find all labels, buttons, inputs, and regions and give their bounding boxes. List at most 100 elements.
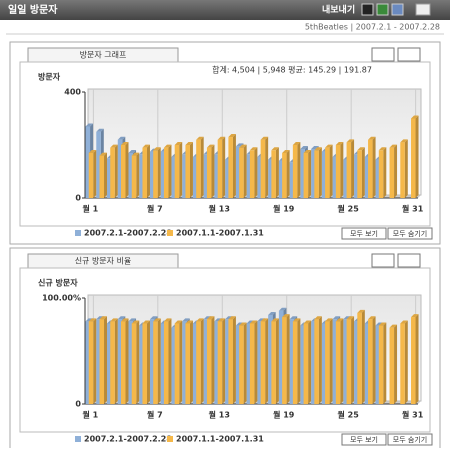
bar-side: [254, 320, 258, 404]
bar-side: [125, 142, 129, 198]
bar-top: [357, 147, 365, 151]
bar-top: [411, 115, 419, 119]
header-bar: [0, 0, 450, 20]
bar-side: [308, 149, 312, 198]
bar: [203, 319, 209, 404]
bar: [174, 145, 180, 198]
line-chart-icon[interactable]: [397, 47, 421, 62]
bar: [214, 321, 219, 404]
bar: [314, 319, 319, 404]
bar: [139, 325, 144, 404]
export-excel-icon[interactable]: [376, 3, 389, 16]
line-chart-icon[interactable]: [397, 253, 421, 268]
bar-top: [142, 320, 150, 324]
bar: [346, 142, 352, 198]
export-doc-icon[interactable]: [391, 3, 404, 16]
bar-side: [189, 142, 193, 198]
bar-side: [125, 318, 129, 404]
bar-chart-icon[interactable]: [371, 47, 395, 62]
y-tick-label: 100.00%: [42, 294, 81, 303]
bar: [99, 319, 105, 404]
bar: [257, 156, 262, 198]
export-text-icon[interactable]: [361, 3, 374, 16]
bar-top: [400, 320, 408, 324]
button[interactable]: [341, 433, 387, 446]
bar: [378, 150, 384, 198]
bar: [117, 139, 123, 198]
bar-side: [114, 318, 118, 404]
x-tick-label: 월 13: [209, 204, 230, 214]
bar-side: [200, 318, 204, 404]
bar: [225, 159, 230, 198]
bar-side: [351, 139, 355, 198]
bar-side: [318, 147, 322, 198]
bar-top: [153, 147, 161, 151]
bar-top: [206, 144, 215, 148]
bar: [335, 145, 341, 198]
y-tick-label: 0: [75, 400, 81, 409]
x-tick-label: 월 1: [83, 204, 99, 214]
bar: [171, 327, 176, 404]
bar-chart-icon[interactable]: [371, 253, 395, 268]
bar: [278, 160, 284, 198]
bar: [171, 156, 176, 198]
bar-top: [235, 143, 244, 147]
bar-side: [232, 316, 236, 404]
bar-side: [265, 136, 269, 198]
bar-top: [378, 147, 387, 151]
bar-top: [260, 136, 269, 140]
subtitle: 5thBeatles | 2007.2.1 - 2007.2.28: [305, 23, 440, 32]
bar-side: [394, 144, 398, 198]
legend-swatch: [167, 230, 173, 236]
bar: [400, 142, 405, 198]
bar: [321, 323, 327, 404]
bar-top: [88, 318, 97, 322]
bar: [110, 321, 115, 404]
button[interactable]: [387, 227, 433, 240]
bar-side: [265, 318, 269, 404]
bar: [235, 146, 241, 198]
bar-side: [222, 136, 226, 198]
bar: [214, 154, 219, 198]
bar-top: [368, 136, 376, 140]
bar-top: [99, 316, 108, 320]
bar-side: [211, 316, 215, 404]
print-icon[interactable]: [415, 3, 431, 16]
x-tick-label: 월 1: [83, 410, 99, 420]
bar: [292, 145, 298, 198]
bar: [368, 319, 373, 404]
bar-side: [136, 152, 140, 198]
button[interactable]: [387, 433, 433, 446]
bar: [206, 147, 212, 198]
bar: [228, 319, 233, 404]
bar: [300, 148, 305, 198]
bar-top: [185, 320, 193, 324]
bar: [96, 319, 101, 404]
bar: [325, 321, 330, 404]
bar-top: [217, 136, 226, 140]
bar-top: [311, 145, 319, 149]
bar-side: [383, 322, 387, 404]
bar-side: [318, 316, 322, 404]
bar: [375, 325, 381, 404]
bar-top: [249, 147, 258, 151]
bar: [225, 319, 230, 404]
bar: [120, 145, 126, 198]
button-label: 모두 숨기기: [393, 229, 427, 238]
bar-top: [303, 149, 312, 153]
bar: [85, 126, 91, 198]
bar-side: [179, 320, 183, 404]
x-tick-label: 월 19: [273, 204, 295, 214]
button[interactable]: [341, 227, 387, 240]
bar: [368, 139, 373, 198]
bar: [117, 319, 123, 404]
bar: [249, 150, 255, 198]
bar: [203, 154, 209, 198]
legend-label: 2007.1.1-2007.1.31: [176, 229, 264, 238]
button-label: 모두 보기: [350, 229, 378, 238]
bar-top: [142, 144, 150, 148]
bar: [375, 159, 381, 198]
bar: [411, 118, 416, 198]
bar: [142, 323, 147, 404]
bar-top: [271, 147, 279, 151]
